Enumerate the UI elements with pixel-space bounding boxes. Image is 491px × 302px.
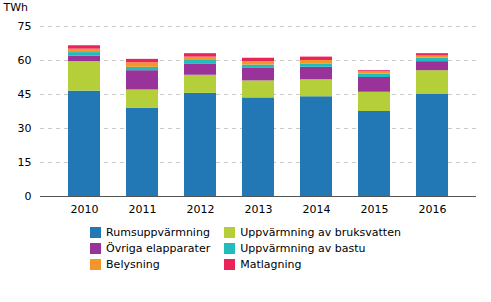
svg-text:0: 0: [25, 190, 32, 203]
html-text:Uppvärmning av bruksvatten: Uppvärmning av bruksvatten: [240, 226, 401, 239]
html-text:Övriga elapparater: Övriga elapparater: [106, 242, 211, 255]
svg-text:45: 45: [18, 88, 32, 101]
svg-text:2014: 2014: [303, 203, 331, 216]
svg-text:75: 75: [18, 20, 32, 33]
html-text:Uppvärmning av bastu: Uppvärmning av bastu: [240, 242, 366, 255]
svg-text:30: 30: [18, 122, 32, 135]
svg-text:2015: 2015: [361, 203, 389, 216]
svg-text:2012: 2012: [187, 203, 215, 216]
html-text:Belysning: Belysning: [106, 258, 160, 271]
html-text:Rumsuppvärmning: Rumsuppvärmning: [106, 226, 210, 239]
svg-text:2010: 2010: [71, 203, 99, 216]
svg-text:2011: 2011: [129, 203, 157, 216]
html-text:Matlagning: Matlagning: [240, 258, 302, 271]
svg-text:TWh: TWh: [3, 1, 29, 14]
svg-text:2013: 2013: [245, 203, 273, 216]
svg-text:60: 60: [18, 54, 32, 67]
svg-text:15: 15: [18, 156, 32, 169]
svg-text:2016: 2016: [419, 203, 447, 216]
